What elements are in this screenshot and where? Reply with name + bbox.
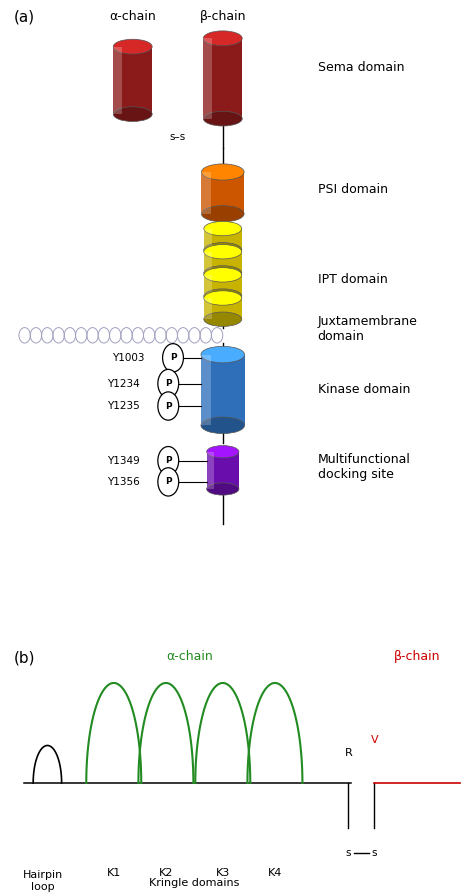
Polygon shape [203,38,242,119]
Polygon shape [204,229,212,250]
Ellipse shape [201,417,245,434]
Text: α-chain: α-chain [109,10,156,22]
Text: IPT domain: IPT domain [318,273,387,286]
Polygon shape [204,298,242,319]
Ellipse shape [204,288,242,304]
Text: PSI domain: PSI domain [318,183,388,196]
Text: Hairpin
loop: Hairpin loop [23,871,63,892]
Polygon shape [201,172,244,213]
Circle shape [163,344,183,372]
Text: Kinase domain: Kinase domain [318,383,410,396]
Text: Y1356: Y1356 [107,477,140,487]
Ellipse shape [204,266,242,280]
Ellipse shape [204,312,242,327]
Text: Y1235: Y1235 [107,401,140,411]
Ellipse shape [204,268,242,282]
Text: K2: K2 [159,868,173,878]
Text: s–s: s–s [170,132,186,142]
Circle shape [158,446,179,475]
Polygon shape [204,298,212,319]
Ellipse shape [207,483,239,495]
Text: P: P [165,402,172,411]
Polygon shape [113,46,152,114]
Text: Juxtamembrane
domain: Juxtamembrane domain [318,315,418,343]
Circle shape [158,392,179,421]
Text: (b): (b) [14,650,36,665]
Ellipse shape [201,205,244,221]
Text: P: P [165,456,172,465]
Ellipse shape [203,112,242,126]
Polygon shape [201,355,245,425]
Polygon shape [207,452,214,489]
Polygon shape [204,275,212,296]
Text: V: V [371,736,378,746]
Text: s: s [372,848,377,858]
Ellipse shape [113,39,152,54]
Text: α-chain: α-chain [166,650,213,663]
Text: K3: K3 [216,868,230,878]
Ellipse shape [204,243,242,257]
Circle shape [158,468,179,496]
Polygon shape [201,172,211,213]
Ellipse shape [201,346,245,363]
Polygon shape [113,46,122,114]
Text: Sema domain: Sema domain [318,61,404,74]
Text: P: P [165,379,172,388]
Text: P: P [165,478,172,487]
Ellipse shape [204,291,242,305]
Polygon shape [204,229,242,250]
Polygon shape [207,452,239,489]
Polygon shape [203,38,212,119]
Text: β-chain: β-chain [200,10,246,22]
Polygon shape [201,355,210,425]
Text: P: P [170,354,176,363]
Ellipse shape [203,31,242,46]
Ellipse shape [201,164,244,180]
Polygon shape [204,252,242,273]
Text: (a): (a) [14,10,36,25]
Ellipse shape [204,221,242,236]
Text: R: R [345,748,352,758]
Text: Y1003: Y1003 [112,353,145,363]
Ellipse shape [204,245,242,259]
Text: K4: K4 [268,868,282,878]
Polygon shape [204,252,212,273]
Text: β-chain: β-chain [394,650,440,663]
Text: K1: K1 [107,868,121,878]
Text: s: s [346,848,351,858]
Text: Y1349: Y1349 [107,455,140,465]
Ellipse shape [113,107,152,121]
Text: Multifunctional
docking site: Multifunctional docking site [318,453,410,481]
Polygon shape [204,275,242,296]
Circle shape [158,370,179,397]
Ellipse shape [207,446,239,458]
Text: Kringle domains: Kringle domains [149,878,239,888]
Text: Y1234: Y1234 [107,379,140,388]
